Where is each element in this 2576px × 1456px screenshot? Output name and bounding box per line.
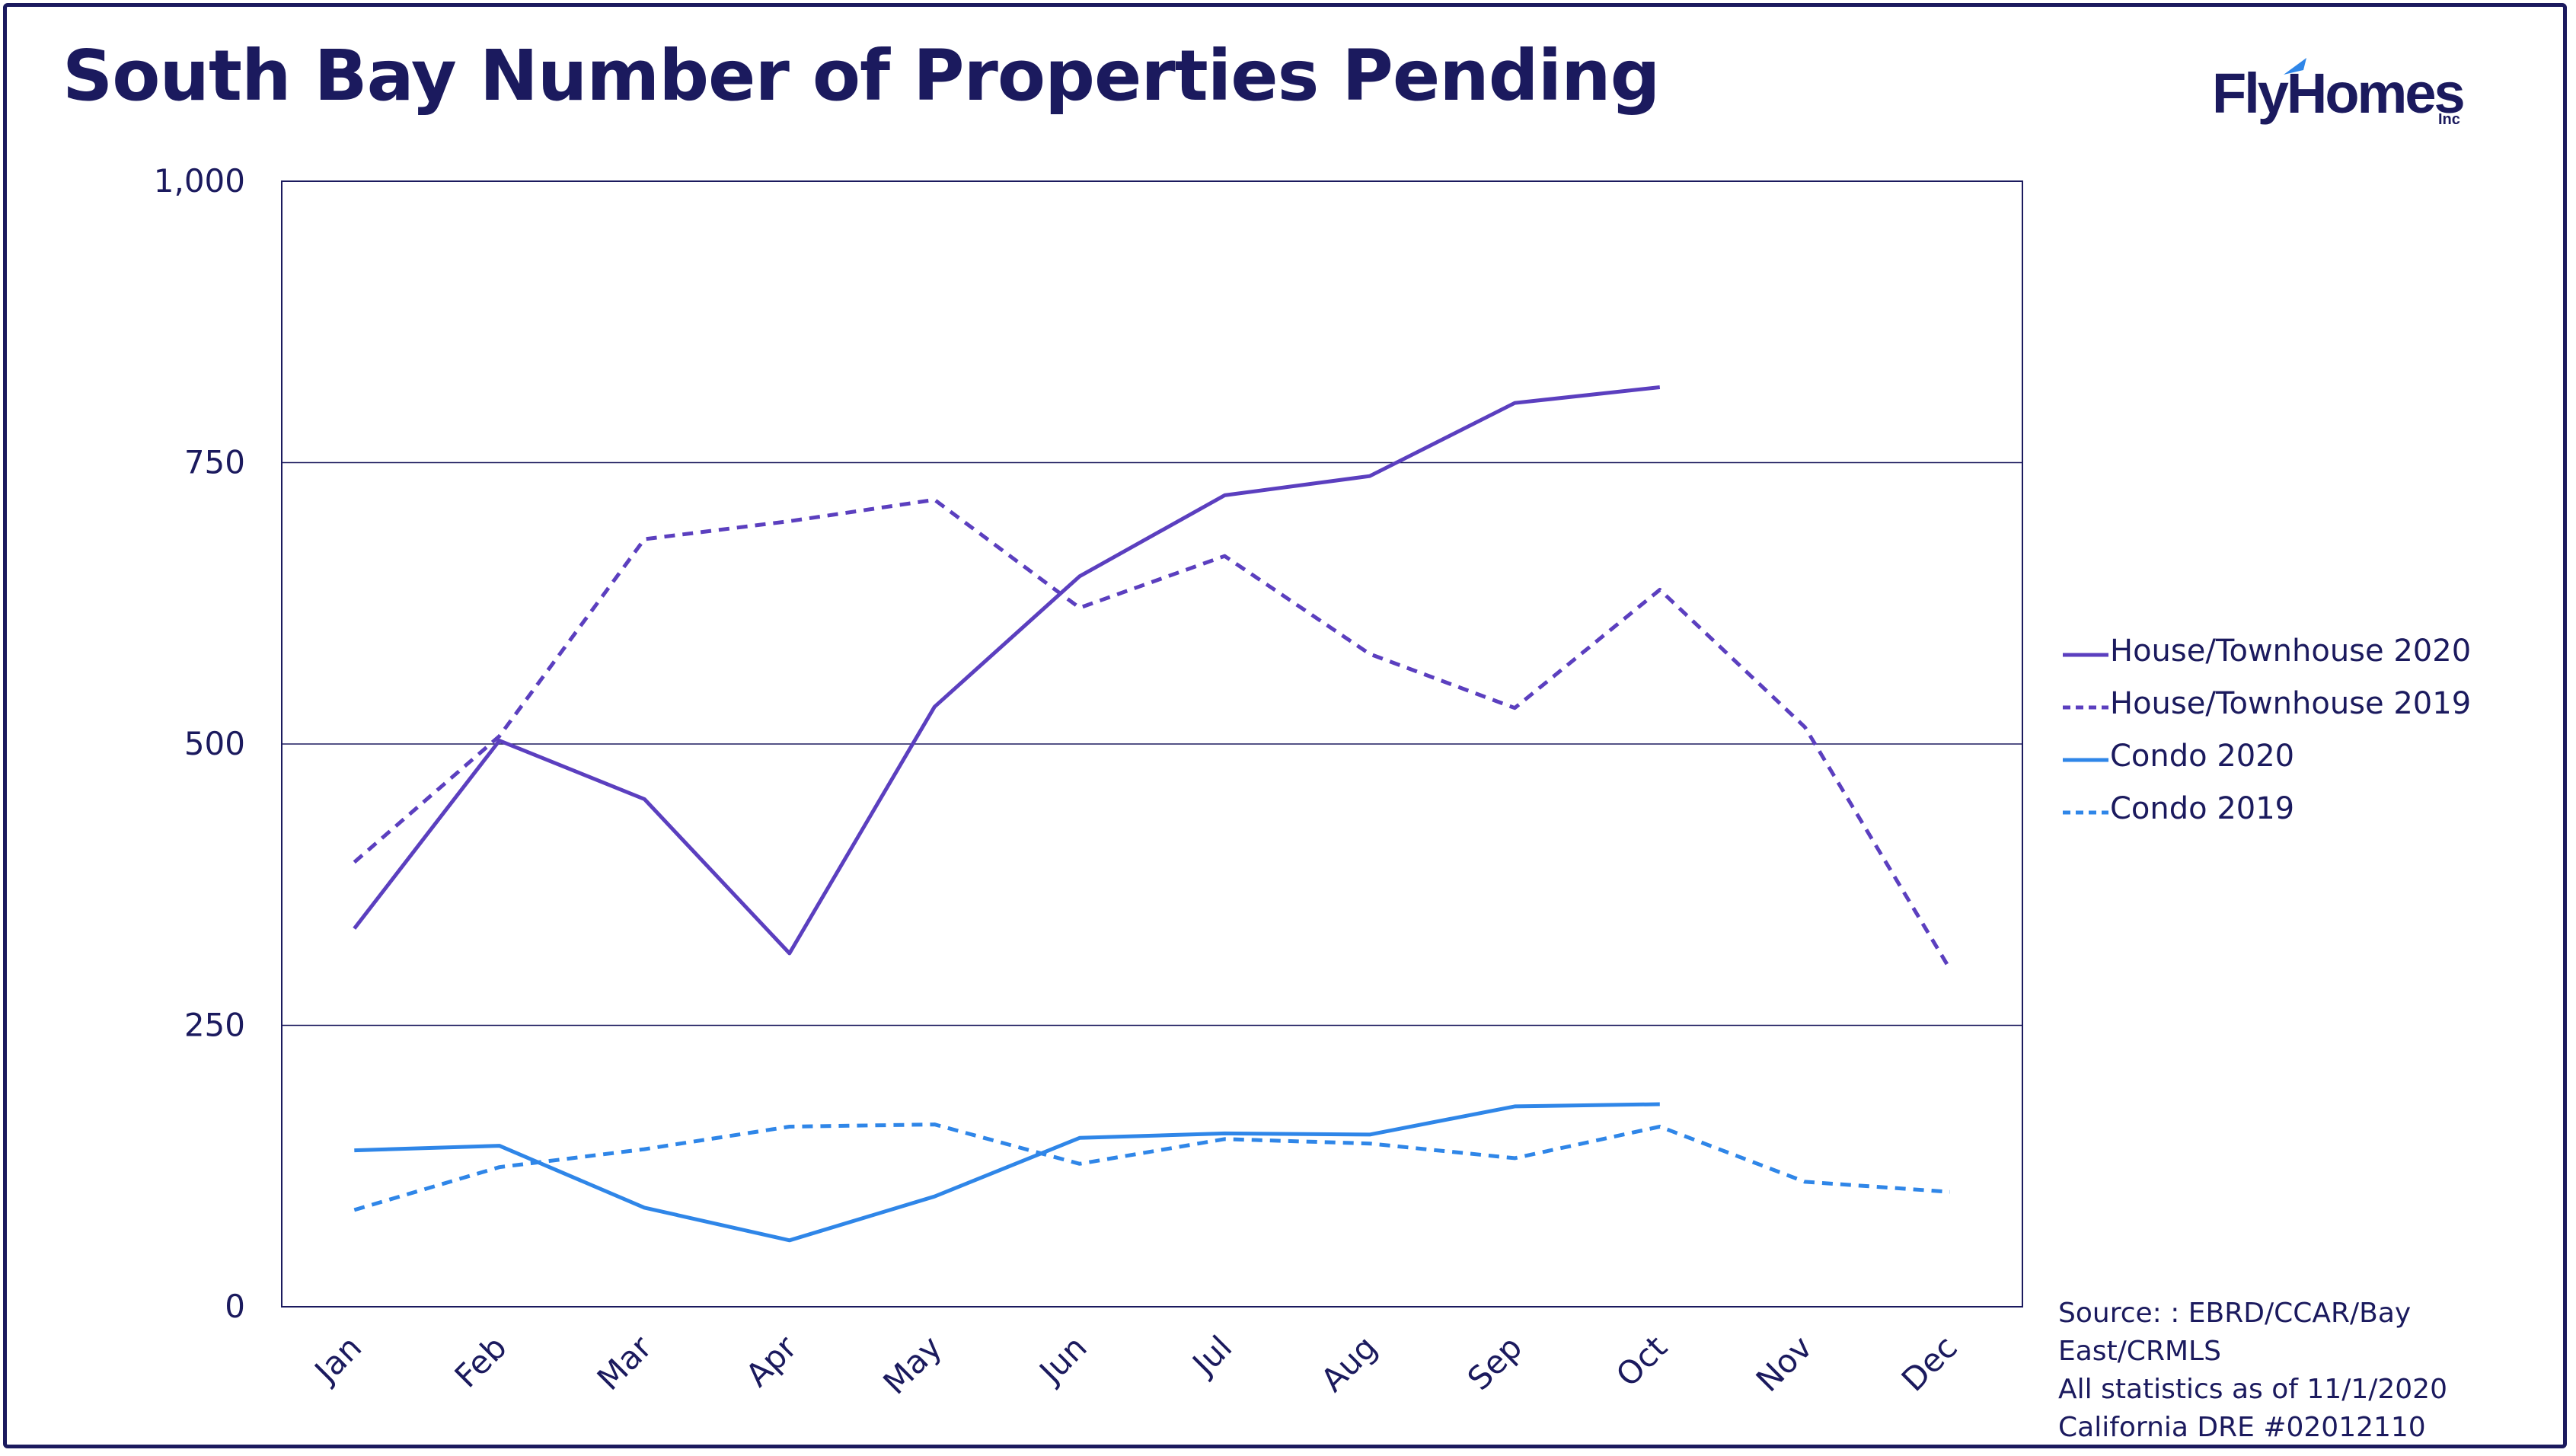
legend-label: Condo 2019 [2110,791,2295,826]
logo-suffix: Inc [2438,111,2460,128]
legend-swatch-solid-purple [2063,653,2108,657]
series-line [353,1122,1950,1212]
y-tick-label: 0 [225,1288,245,1325]
logo-flag-icon [2284,58,2306,75]
plot-area-border [281,180,2023,1308]
x-tick-label: May [876,1328,949,1401]
legend-swatch-solid-blue [2063,758,2108,762]
x-tick-label: Mar [590,1328,659,1397]
x-tick-label: Nov [1749,1328,1820,1399]
legend-swatch-dashed-purple [2063,705,2108,710]
legend-label: Condo 2020 [2110,739,2295,774]
source-line: Source: : EBRD/CCAR/Bay East/CRMLS [2058,1298,2412,1367]
statistics-date-line: All statistics as of 11/1/2020 [2058,1374,2447,1405]
grid-lines [282,461,2022,1027]
y-tick-label: 1,000 [154,162,245,200]
flyhomes-logo: FlyHomes Inc [2212,58,2466,137]
legend-label: House/Townhouse 2019 [2110,686,2472,721]
x-tick-label: Feb [448,1328,514,1394]
legend-swatch-dashed-blue [2063,810,2108,815]
license-line: California DRE #02012110 [2058,1412,2426,1443]
x-tick-label: Dec [1894,1328,1965,1398]
logo-wordmark: FlyHomes [2212,62,2466,125]
chart-frame [3,3,2567,1448]
x-tick-label: Jan [306,1328,369,1391]
x-axis-ticks: Jan Feb Mar Apr May Jun Jul Aug Sep Oct Nov Dec [306,1328,1965,1402]
series-line [353,497,1952,970]
legend-label: House/Townhouse 2020 [2110,634,2472,669]
y-tick-label: 750 [184,444,245,481]
x-tick-label: Jul [1184,1328,1240,1384]
series-line [354,1102,1660,1243]
series-line [353,385,1661,956]
y-tick-label: 250 [184,1007,245,1044]
x-tick-label: Sep [1460,1328,1530,1397]
y-axis-ticks: 0 250 500 750 1,000 [154,162,245,1325]
x-tick-label: Oct [1609,1328,1674,1394]
source-note: Source: : EBRD/CCAR/Bay East/CRMLS All s… [2058,1295,2576,1447]
chart-title: South Bay Number of Properties Pending [62,35,1660,117]
y-tick-label: 500 [184,725,245,762]
x-tick-label: Jun [1031,1328,1094,1391]
series-lines [353,385,1952,1243]
x-tick-label: Aug [1314,1328,1384,1399]
x-tick-label: Apr [739,1328,805,1394]
